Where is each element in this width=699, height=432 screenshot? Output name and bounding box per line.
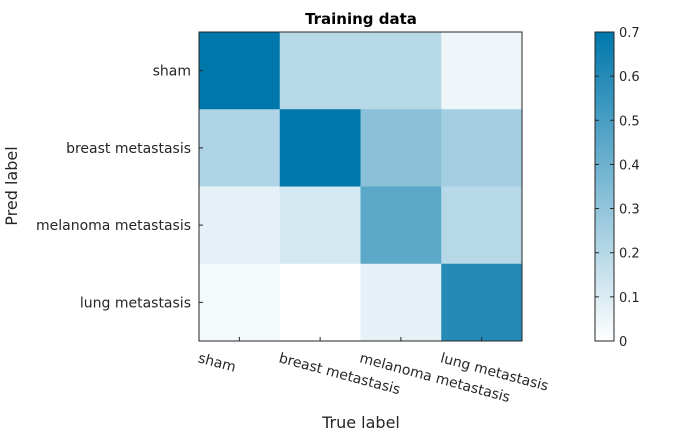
- heatmap-cell: [199, 263, 281, 342]
- heatmap-cells: [199, 32, 523, 342]
- heatmap-cell: [441, 186, 523, 265]
- y-tick-label: breast metastasis: [66, 141, 191, 157]
- heatmap-cell: [360, 263, 442, 342]
- y-tick-label: lung metastasis: [80, 295, 191, 311]
- heatmap-cell: [279, 186, 361, 265]
- chart-title: Training data: [305, 10, 417, 28]
- x-tick-label: sham: [196, 350, 237, 375]
- colorbar-tick-label: 0.2: [619, 247, 640, 262]
- colorbar-ticks: 0 0.1 0.2 0.3 0.4 0.5 0.6 0.7: [595, 26, 640, 350]
- colorbar-tick-label: 0.1: [619, 291, 640, 306]
- heatmap-cell: [199, 186, 281, 265]
- heatmap-cell: [441, 32, 523, 110]
- plot-frame: [198, 31, 523, 342]
- y-tick-labels: sham breast metastasis melanoma metastasis…: [36, 64, 203, 311]
- heatmap-cell: [279, 32, 361, 110]
- heatmap-cell: [279, 109, 361, 187]
- heatmap-cell: [199, 109, 281, 187]
- heatmap-cell: [360, 32, 442, 110]
- y-tick-label: sham: [153, 64, 191, 80]
- x-axis-label: True label: [321, 413, 400, 432]
- colorbar: [594, 31, 615, 342]
- y-axis-label: Pred label: [2, 146, 21, 225]
- colorbar-tick-label: 0.4: [619, 158, 640, 173]
- heatmap-cell: [199, 32, 281, 110]
- heatmap-cell: [441, 109, 523, 187]
- heatmap-cell: [360, 186, 442, 265]
- colorbar-tick-label: 0.6: [619, 70, 640, 85]
- heatmap-cell: [360, 109, 442, 187]
- heatmap-cell: [441, 263, 523, 342]
- colorbar-tick-label: 0.5: [619, 114, 640, 129]
- colorbar-tick-label: 0: [619, 335, 627, 350]
- colorbar-tick-label: 0.7: [619, 26, 640, 41]
- y-tick-label: melanoma metastasis: [36, 218, 191, 234]
- heatmap-cell: [279, 263, 361, 342]
- colorbar-tick-label: 0.3: [619, 203, 640, 218]
